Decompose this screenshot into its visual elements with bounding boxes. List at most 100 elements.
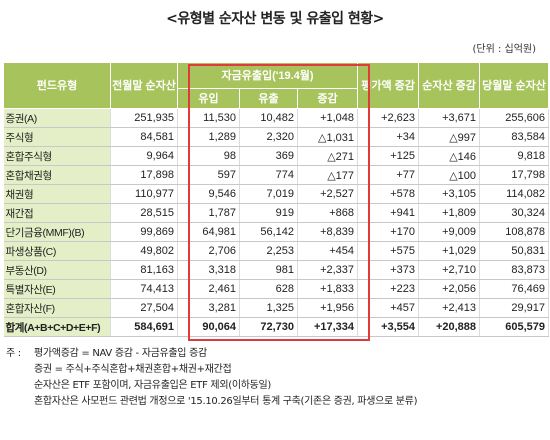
header-valuation: 평가액 증감 (357, 62, 420, 109)
cell-val: +575 (357, 241, 420, 261)
cell-prev: 251,935 (110, 108, 178, 128)
cell-curr: 29,917 (479, 298, 550, 318)
cell-out: 981 (239, 260, 298, 280)
footnote-line: 혼합자산은 사모펀드 관련법 개정으로 '15.10.26일부터 통계 구축(기… (34, 396, 418, 407)
table-title: <유형별 순자산 변동 및 유출입 현황> (166, 11, 384, 27)
cell-name: 주식형 (3, 127, 111, 147)
cell-curr: 9,818 (479, 146, 550, 166)
footnote-line: 증권 = 주식+주식혼합+채권혼합+채권+재간접 (34, 364, 232, 375)
cell-prev: 81,163 (110, 260, 178, 280)
table-row: 채권형 110,977 9,546 7,019 +2,527 +578 +3,105 114,… (3, 184, 550, 204)
cell-nav: +2,413 (418, 298, 481, 318)
cell-in: 597 (177, 165, 240, 185)
cell-in: 3,318 (177, 260, 240, 280)
table-row: 재간접 28,515 1,787 919 +868 +941 +1,809 30,324 (3, 203, 550, 223)
cell-in: 1,289 (177, 127, 240, 147)
cell-out: 628 (239, 279, 298, 299)
cell-val: +373 (357, 260, 420, 280)
cell-curr: 605,579 (479, 317, 550, 337)
cell-out: 919 (239, 203, 298, 223)
header-outflow: 유출 (239, 88, 298, 109)
cell-nav: +3,105 (418, 184, 481, 204)
cell-name: 합계(A+B+C+D+E+F) (3, 317, 111, 337)
cell-chg: +2,337 (297, 260, 359, 280)
cell-nav: +1,809 (418, 203, 481, 223)
cell-nav: △100 (418, 165, 481, 185)
cell-in: 64,981 (177, 222, 240, 242)
cell-chg: +454 (297, 241, 359, 261)
cell-nav: +1,029 (418, 241, 481, 261)
cell-name: 채권형 (3, 184, 111, 204)
header-change: 증감 (296, 88, 359, 109)
cell-prev: 17,898 (110, 165, 178, 185)
cell-chg: △271 (297, 146, 359, 166)
header-prev-month: 전월말 순자산 (110, 62, 178, 109)
table-row: 주식형 84,581 1,289 2,320 △1,031 +34 △997 83,584 (3, 127, 550, 147)
cell-prev: 49,802 (110, 241, 178, 261)
footnotes: 주 : 평가액증감 = NAV 증감 - 자금유출입 증감 증권 = 주식+주식… (6, 346, 417, 410)
cell-chg: +8,839 (297, 222, 359, 242)
cell-prev: 110,977 (110, 184, 178, 204)
cell-nav: △997 (418, 127, 481, 147)
cell-chg: +1,833 (297, 279, 359, 299)
cell-val: +578 (357, 184, 420, 204)
cell-chg: +1,048 (297, 108, 359, 128)
cell-in: 2,461 (177, 279, 240, 299)
cell-name: 파생상품(C) (3, 241, 111, 261)
cell-in: 2,706 (177, 241, 240, 261)
cell-out: 774 (239, 165, 298, 185)
footnote-line: 평가액증감 = NAV 증감 - 자금유출입 증감 (34, 348, 207, 359)
cell-curr: 255,606 (479, 108, 550, 128)
header-curr-month: 당월말 순자산 (479, 62, 550, 109)
cell-out: 10,482 (239, 108, 298, 128)
cell-val: +125 (357, 146, 420, 166)
cell-chg: +2,527 (297, 184, 359, 204)
cell-chg: +1,956 (297, 298, 359, 318)
cell-out: 56,142 (239, 222, 298, 242)
table-body: 증권(A) 251,935 11,530 10,482 +1,048 +2,623 +3,6… (3, 108, 550, 337)
cell-curr: 108,878 (479, 222, 550, 242)
cell-name: 혼합채권형 (3, 165, 111, 185)
cell-in: 90,064 (177, 317, 240, 337)
cell-curr: 50,831 (479, 241, 550, 261)
cell-in: 9,546 (177, 184, 240, 204)
footnote-label: 주 : (6, 348, 21, 359)
cell-val: +457 (357, 298, 420, 318)
table-row: 단기금융(MMF)(B) 99,869 64,981 56,142 +8,839 +170… (3, 222, 550, 242)
cell-curr: 30,324 (479, 203, 550, 223)
header-fund-type: 펀드유형 (3, 62, 111, 109)
cell-prev: 27,504 (110, 298, 178, 318)
cell-name: 재간접 (3, 203, 111, 223)
cell-chg: +868 (297, 203, 359, 223)
cell-name: 혼합주식형 (3, 146, 111, 166)
table-row: 파생상품(C) 49,802 2,706 2,253 +454 +575 +1,029 50,… (3, 241, 550, 261)
fund-flow-table: 펀드유형 전월말 순자산 자금유출입('19.4월) 평가액 증감 순자산 증감… (3, 62, 550, 337)
cell-prev: 28,515 (110, 203, 178, 223)
cell-val: +170 (357, 222, 420, 242)
cell-val: +34 (357, 127, 420, 147)
cell-val: +77 (357, 165, 420, 185)
cell-curr: 114,082 (479, 184, 550, 204)
cell-curr: 76,469 (479, 279, 550, 299)
cell-chg: △1,031 (297, 127, 359, 147)
cell-out: 7,019 (239, 184, 298, 204)
cell-chg: +17,334 (297, 317, 359, 337)
cell-name: 부동산(D) (3, 260, 111, 280)
cell-in: 98 (177, 146, 240, 166)
cell-prev: 74,413 (110, 279, 178, 299)
table-row: 부동산(D) 81,163 3,318 981 +2,337 +373 +2,710 83,8… (3, 260, 550, 280)
cell-name: 단기금융(MMF)(B) (3, 222, 111, 242)
cell-nav: +20,888 (418, 317, 481, 337)
cell-in: 1,787 (177, 203, 240, 223)
cell-out: 72,730 (239, 317, 298, 337)
header-flow-group: 자금유출입('19.4월) (176, 62, 359, 89)
cell-val: +3,554 (357, 317, 420, 337)
table-row: 특별자산(E) 74,413 2,461 628 +1,833 +223 +2,056 76,… (3, 279, 550, 299)
cell-prev: 9,964 (110, 146, 178, 166)
cell-val: +223 (357, 279, 420, 299)
cell-val: +2,623 (357, 108, 420, 128)
cell-out: 2,320 (239, 127, 298, 147)
cell-in: 3,281 (177, 298, 240, 318)
table-row: 합계(A+B+C+D+E+F) 584,691 90,064 72,730 +17,33… (3, 317, 550, 337)
cell-out: 1,325 (239, 298, 298, 318)
